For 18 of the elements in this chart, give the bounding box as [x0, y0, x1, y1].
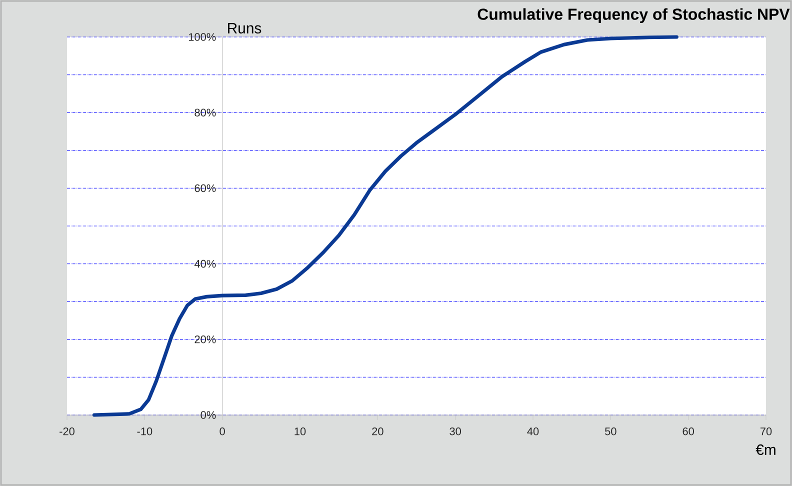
y-tick-label: 100%: [188, 33, 216, 41]
y-tick-label: 80%: [194, 108, 216, 116]
line-series: [92, 35, 678, 417]
chart-title: Cumulative Frequency of Stochastic NPV: [478, 8, 790, 24]
y-tick-label: 0%: [200, 411, 216, 419]
x-tick-label: 10: [294, 427, 306, 436]
x-tick-label: 50: [605, 427, 616, 436]
x-tick-label: 70: [760, 427, 772, 436]
x-axis-title: €m: [756, 444, 776, 455]
x-tick-label: 40: [527, 427, 539, 436]
x-tick-label: 0: [220, 427, 225, 436]
x-tick-label: 60: [682, 427, 694, 436]
y-tick-label: 20%: [194, 336, 216, 344]
y-axis-title: Runs: [228, 23, 262, 34]
x-tick-label: 20: [372, 427, 384, 436]
x-tick-label: -20: [60, 427, 74, 436]
x-tick-label: -10: [137, 427, 152, 436]
x-tick-label: 30: [450, 427, 461, 436]
